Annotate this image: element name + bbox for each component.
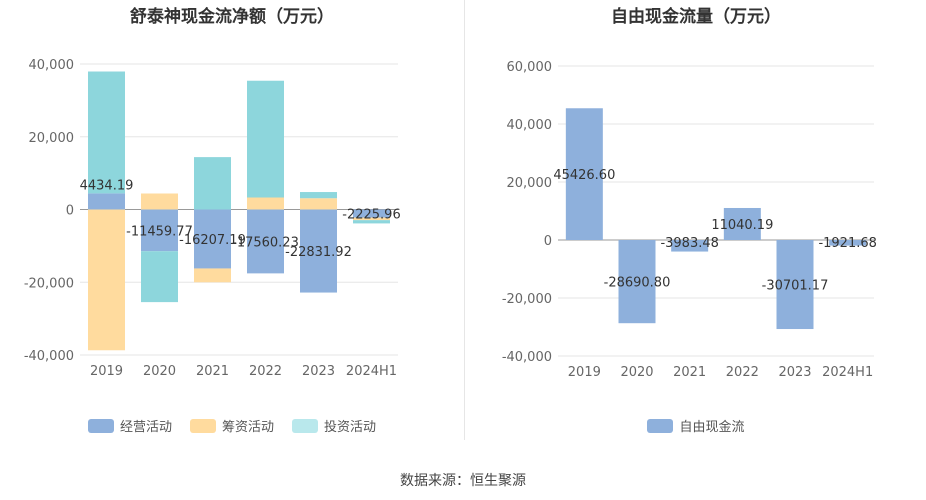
x-tick-label: 2022 — [726, 365, 759, 380]
legend-label-financing: 筹资活动 — [221, 420, 274, 435]
bar-financing — [247, 197, 284, 210]
chart-title: 自由现金流量（万元） — [611, 7, 781, 27]
data-label: -3983.48 — [660, 236, 718, 251]
chart-title: 舒泰神现金流净额（万元） — [130, 7, 334, 27]
legend-label-investing: 投资活动 — [324, 420, 377, 435]
y-tick-label: 20,000 — [29, 131, 75, 146]
bar-investing — [141, 251, 178, 303]
legend-item-investing[interactable]: 投资活动 — [292, 416, 376, 435]
legend-label-operating: 经营活动 — [119, 420, 172, 435]
bar-investing — [300, 192, 337, 199]
bar-operating — [247, 209, 284, 274]
data-label: -22831.92 — [285, 245, 352, 260]
bar-free-cash-flow — [776, 240, 814, 330]
x-tick-label: 2023 — [302, 364, 335, 379]
bar-free-cash-flow — [671, 240, 709, 252]
x-tick-label: 2023 — [778, 365, 811, 380]
bar-investing — [194, 157, 231, 210]
bar-operating — [141, 209, 178, 252]
bar-free-cash-flow — [829, 240, 867, 246]
y-tick-label: -40,000 — [502, 350, 552, 365]
legend: 经营活动 筹资活动 投资活动 — [0, 416, 464, 435]
data-label: 4434.19 — [80, 178, 134, 193]
y-tick-label: 40,000 — [29, 58, 75, 73]
y-tick-label: -20,000 — [24, 276, 74, 291]
y-tick-label: 0 — [66, 204, 74, 219]
bar-operating — [194, 209, 231, 269]
data-source-note: 数据来源：恒生聚源 — [400, 473, 526, 489]
data-label: -2225.96 — [342, 208, 400, 223]
bar-financing — [194, 268, 231, 283]
bar-free-cash-flow — [618, 240, 656, 324]
bar-free-cash-flow — [723, 207, 761, 240]
y-tick-label: -40,000 — [24, 349, 74, 364]
y-tick-label: 60,000 — [507, 60, 553, 75]
legend-swatch-free-cash-flow — [647, 418, 674, 433]
y-tick-label: -20,000 — [502, 292, 552, 307]
free-cash-flow-plot: -40,000 -20,000 0 20,000 40,000 60,000 2019 202… — [502, 60, 877, 380]
bar-operating — [353, 209, 390, 218]
x-tick-label: 2020 — [143, 364, 176, 379]
free-cash-flow-chart: 自由现金流量（万元） -40,000 -20,000 0 20,000 40,000 60… — [466, 0, 926, 445]
bar-financing — [141, 193, 178, 210]
data-label: -30701.17 — [762, 279, 829, 294]
bar-operating — [88, 193, 125, 210]
y-tick-label: 20,000 — [507, 176, 553, 191]
bar-free-cash-flow — [565, 108, 603, 240]
cash-flow-net-chart: 舒泰神现金流净额（万元） -40,000 -20,000 0 20,000 40,000… — [0, 0, 464, 445]
bar-investing — [88, 71, 125, 194]
bar-operating — [300, 209, 337, 293]
x-tick-label: 2019 — [568, 365, 601, 380]
legend-item-operating[interactable]: 经营活动 — [87, 416, 172, 435]
bar-financing — [88, 209, 125, 351]
data-label: -16207.19 — [179, 233, 246, 248]
legend-swatch-investing — [292, 418, 318, 433]
y-tick-label: 0 — [544, 234, 552, 249]
x-tick-label: 2022 — [249, 364, 282, 379]
x-tick-label: 2021 — [196, 364, 229, 379]
data-label: -28690.80 — [604, 276, 671, 291]
legend-label-free-cash-flow: 自由现金流 — [679, 420, 745, 435]
panel-divider — [464, 0, 465, 440]
bar-investing — [353, 220, 390, 224]
x-tick-label: 2024H1 — [822, 365, 873, 380]
y-tick-label: 40,000 — [507, 118, 553, 133]
data-label: -1921.68 — [818, 236, 876, 251]
legend: 自由现金流 — [466, 416, 926, 435]
bar-investing — [247, 80, 284, 198]
x-tick-label: 2019 — [90, 364, 123, 379]
x-tick-label: 2021 — [673, 365, 706, 380]
data-label: 45426.60 — [553, 168, 615, 183]
data-label: 11040.19 — [711, 218, 773, 233]
bar-financing — [353, 217, 390, 221]
legend-swatch-operating — [87, 418, 114, 433]
data-label: -17560.23 — [232, 235, 299, 250]
x-tick-label: 2024H1 — [346, 364, 397, 379]
legend-item-financing[interactable]: 筹资活动 — [189, 416, 274, 435]
cash-flow-net-plot: -40,000 -20,000 0 20,000 40,000 2019 2020 2021 2… — [24, 58, 401, 379]
x-tick-label: 2020 — [620, 365, 653, 380]
legend-swatch-financing — [189, 418, 216, 433]
bar-financing — [300, 198, 337, 210]
legend-item-free-cash-flow[interactable]: 自由现金流 — [647, 416, 745, 435]
data-label: -11459.77 — [126, 224, 193, 239]
